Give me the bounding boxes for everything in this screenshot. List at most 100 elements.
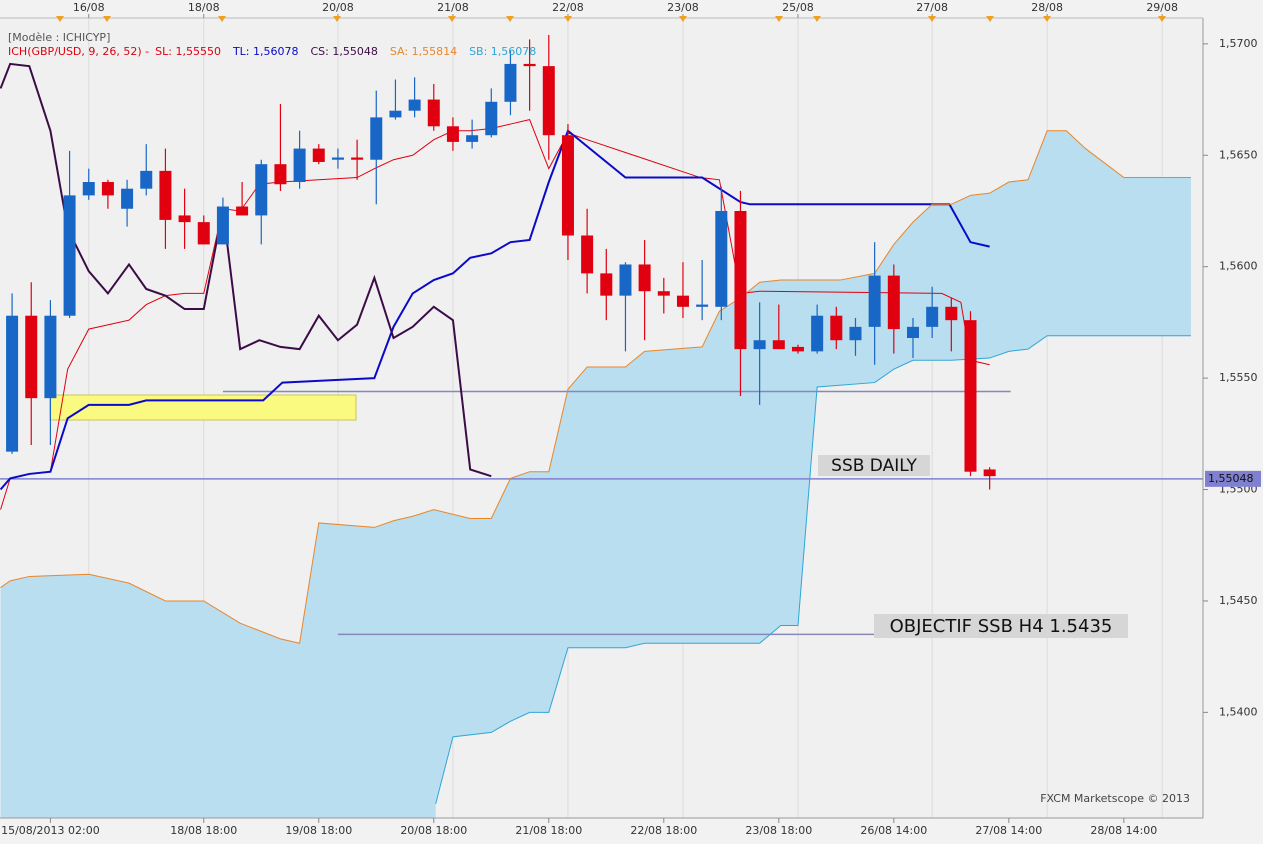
candle-body <box>82 182 95 196</box>
candle-body <box>600 273 613 296</box>
session-marker <box>679 16 687 22</box>
candle-body <box>178 215 191 223</box>
candle-body <box>849 326 862 341</box>
candle-body <box>715 210 728 307</box>
annotation-box <box>874 614 1128 638</box>
footer: FXCM Marketscope © 2013 <box>1040 792 1190 805</box>
indicator-label: ICH(GBP/USD, 9, 26, 52) - <box>8 45 149 58</box>
y-tick-label: 1,5700 <box>1219 37 1258 50</box>
candle-body <box>351 157 364 160</box>
candle-body <box>293 148 306 183</box>
candle-body <box>868 275 881 327</box>
x2-tick-label: 28/08 <box>1031 1 1063 14</box>
candle-body <box>657 291 670 296</box>
x-tick-label: 18/08 18:00 <box>170 824 237 837</box>
candle-body <box>696 304 709 307</box>
y-tick-label: 1,5600 <box>1219 260 1258 273</box>
y-tick-label: 1,5550 <box>1219 371 1258 384</box>
candle-body <box>466 135 479 142</box>
session-marker <box>928 16 936 22</box>
session-marker <box>103 16 111 22</box>
legend-entry: SB: 1,56078 <box>469 45 536 58</box>
candle-body <box>236 206 249 216</box>
session-marker <box>506 16 514 22</box>
x-tick-label: 20/08 18:00 <box>400 824 467 837</box>
y-tick-label: 1,5400 <box>1219 705 1258 718</box>
session-marker <box>813 16 821 22</box>
candle-body <box>389 110 402 118</box>
x-tick-label: 26/08 14:00 <box>860 824 927 837</box>
candle-body <box>772 340 785 350</box>
indicator-line <box>0 130 1191 644</box>
candle-body <box>121 188 134 209</box>
candle-body <box>926 306 939 327</box>
candle-body <box>159 170 172 220</box>
candle-body <box>887 275 900 330</box>
candle-body <box>619 264 632 296</box>
price-tag-label: 1,55048 <box>1208 472 1254 485</box>
candle-body <box>523 63 536 67</box>
candle-body <box>811 315 824 352</box>
candle-body <box>274 164 287 185</box>
session-marker <box>775 16 783 22</box>
candle-body <box>983 469 996 477</box>
candle-body <box>830 315 843 341</box>
session-marker <box>218 16 226 22</box>
x-tick-label: 21/08 18:00 <box>515 824 582 837</box>
x2-tick-label: 20/08 <box>322 1 354 14</box>
candle-body <box>945 306 958 321</box>
y-tick-label: 1,5650 <box>1219 148 1258 161</box>
candle-body <box>331 157 344 160</box>
x-tick-label: 23/08 18:00 <box>745 824 812 837</box>
session-marker <box>333 16 341 22</box>
session-marker <box>564 16 572 22</box>
session-marker <box>448 16 456 22</box>
x2-tick-label: 23/08 <box>667 1 699 14</box>
indicator-line <box>435 335 1191 804</box>
annotation: OBJECTIF SSB H4 1.5435 <box>890 616 1113 637</box>
x2-tick-label: 18/08 <box>188 1 220 14</box>
price-tag <box>1205 470 1261 487</box>
candle-body <box>638 264 651 292</box>
candle-body <box>504 63 517 102</box>
model-label: [Modèle : ICHICYP] <box>8 31 110 44</box>
candle-body <box>140 170 153 189</box>
candle-body <box>734 210 747 350</box>
x2-tick-label: 22/08 <box>552 1 584 14</box>
y-tick-label: 1,5450 <box>1219 594 1258 607</box>
candle-body <box>964 320 977 472</box>
candle-body <box>63 195 76 316</box>
candle-body <box>101 182 114 196</box>
annotation: SSB DAILY <box>831 456 917 476</box>
legend-entry: SL: 1,55550 <box>155 45 221 58</box>
highlight-zone <box>49 394 357 421</box>
session-marker <box>1158 16 1166 22</box>
x-tick-label: 22/08 18:00 <box>630 824 697 837</box>
x2-tick-label: 16/08 <box>73 1 105 14</box>
candle-body <box>676 295 689 307</box>
candle-body <box>753 340 766 350</box>
candle-body <box>446 126 459 142</box>
candle-body <box>542 66 555 136</box>
x2-tick-label: 25/08 <box>782 1 814 14</box>
x-tick-label: 27/08 14:00 <box>975 824 1042 837</box>
candle-body <box>561 135 574 236</box>
candle-body <box>408 99 421 111</box>
candle-body <box>312 148 325 162</box>
x2-tick-label: 21/08 <box>437 1 469 14</box>
legend: ICH(GBP/USD, 9, 26, 52) - SL: 1,55550 TL: … <box>8 45 536 58</box>
candle-body <box>906 326 919 338</box>
candle-body <box>216 206 229 245</box>
x-tick-label: 28/08 14:00 <box>1090 824 1157 837</box>
legend-entry: CS: 1,55048 <box>311 45 378 58</box>
session-marker <box>986 16 994 22</box>
candle-body <box>6 315 19 452</box>
candle-body <box>581 235 594 274</box>
session-marker <box>56 16 64 22</box>
candle-body <box>44 315 57 399</box>
candle-body <box>485 101 498 136</box>
x-tick-label: 19/08 18:00 <box>285 824 352 837</box>
candle-body <box>370 117 383 160</box>
